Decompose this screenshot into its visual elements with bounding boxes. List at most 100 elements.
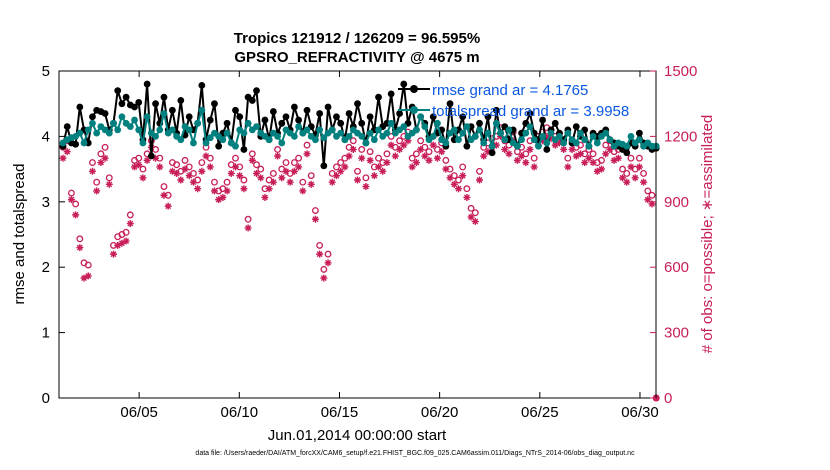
obs-assimilated-point bbox=[463, 193, 471, 201]
rmse-point bbox=[118, 100, 126, 108]
rmse-point bbox=[248, 97, 256, 104]
rmse-point bbox=[236, 113, 244, 121]
obs-possible-point bbox=[337, 159, 345, 167]
obs-assimilated-point bbox=[425, 156, 433, 164]
rmse-point bbox=[539, 116, 547, 124]
totalspread-point bbox=[417, 113, 425, 121]
obs-assimilated-point bbox=[173, 169, 181, 177]
rmse-point bbox=[337, 119, 345, 127]
rmse-point bbox=[316, 110, 324, 117]
obs-possible-point bbox=[354, 167, 361, 175]
obs-assimilated-point bbox=[555, 139, 563, 147]
obs-possible-point bbox=[89, 159, 96, 167]
rmse-point bbox=[76, 103, 84, 111]
obs-assimilated-point bbox=[59, 154, 67, 162]
totalspread-point bbox=[198, 106, 206, 114]
obs-possible-point bbox=[173, 161, 181, 169]
rmse-point bbox=[572, 123, 580, 130]
obs-possible-point bbox=[387, 132, 395, 140]
obs-possible-point bbox=[644, 187, 652, 195]
rmse-point bbox=[459, 113, 467, 121]
obs-assimilated-point bbox=[122, 237, 130, 245]
obs-assimilated-point bbox=[231, 163, 239, 171]
obs-possible-point bbox=[269, 170, 277, 177]
totalspread-point bbox=[290, 133, 298, 140]
totalspread-point bbox=[126, 123, 134, 130]
legend: rmse grand ar = 4.1765 totalspread grand… bbox=[398, 82, 629, 120]
rmse-point bbox=[366, 113, 374, 121]
obs-possible-point bbox=[333, 163, 340, 171]
totalspread-point bbox=[274, 133, 281, 140]
obs-possible-point bbox=[290, 159, 298, 167]
obs-assimilated-point bbox=[261, 193, 269, 201]
totalspread-point bbox=[160, 110, 168, 117]
obs-assimilated-point bbox=[375, 163, 383, 171]
obs-possible-point bbox=[349, 137, 357, 145]
totalspread-point bbox=[484, 129, 492, 137]
obs-assimilated-point bbox=[244, 224, 252, 232]
obs-possible-point bbox=[240, 176, 248, 184]
totalspread-point bbox=[589, 133, 597, 140]
y-axis-right-label: # of obs: o=possible; ∗=assimilated bbox=[699, 115, 716, 354]
obs-assimilated-point bbox=[471, 217, 479, 225]
totalspread-point bbox=[455, 136, 462, 144]
obs-possible-point bbox=[232, 154, 239, 162]
obs-possible-point bbox=[126, 211, 134, 219]
rmse-point bbox=[89, 113, 96, 121]
totalspread-point bbox=[232, 142, 239, 150]
obs-assimilated-point bbox=[635, 163, 643, 171]
chart-title: Tropics 121912 / 126209 = 96.595% bbox=[234, 30, 480, 47]
rmse-point bbox=[253, 87, 260, 95]
obs-assimilated-point bbox=[400, 141, 408, 149]
obs-possible-point bbox=[602, 141, 610, 149]
totalspread-point bbox=[93, 129, 101, 137]
rmse-point bbox=[114, 87, 122, 95]
obs-possible-point bbox=[366, 148, 374, 156]
totalspread-point bbox=[593, 139, 601, 147]
y-right-tick-label: 1200 bbox=[664, 128, 697, 145]
totalspread-point bbox=[412, 126, 420, 134]
obs-possible-point bbox=[122, 228, 130, 236]
rmse-point bbox=[143, 80, 151, 88]
obs-assimilated-point bbox=[433, 154, 441, 162]
x-tick-label: 06/15 bbox=[321, 404, 359, 421]
obs-assimilated-point bbox=[572, 152, 580, 160]
obs-possible-point bbox=[417, 137, 425, 145]
obs-possible-point bbox=[274, 146, 282, 153]
obs-assimilated-point bbox=[370, 172, 378, 180]
rmse-point bbox=[269, 108, 277, 115]
totalspread-point bbox=[253, 123, 260, 130]
totalspread-point bbox=[539, 133, 547, 140]
obs-assimilated-point bbox=[438, 148, 446, 156]
obs-assimilated-point bbox=[391, 152, 399, 160]
totalspread-point bbox=[560, 139, 568, 147]
obs-assimilated-point bbox=[505, 150, 513, 158]
totalspread-point bbox=[312, 136, 319, 144]
obs-assimilated-point bbox=[265, 185, 273, 193]
rmse-point bbox=[429, 113, 437, 121]
totalspread-point bbox=[139, 139, 147, 147]
totalspread-point bbox=[480, 139, 488, 147]
obs-assimilated-point bbox=[97, 159, 105, 167]
totalspread-point bbox=[635, 136, 643, 144]
rmse-point bbox=[488, 149, 496, 157]
obs-possible-point bbox=[303, 141, 311, 149]
obs-assimilated-point bbox=[417, 145, 425, 153]
obs-possible-point bbox=[623, 170, 631, 177]
obs-assimilated-point bbox=[72, 211, 80, 219]
totalspread-point bbox=[488, 142, 496, 150]
y-left-tick-label: 4 bbox=[42, 128, 50, 145]
obs-assimilated-point bbox=[227, 169, 235, 177]
obs-assimilated-point bbox=[290, 167, 298, 175]
obs-assimilated-point bbox=[278, 174, 286, 182]
obs-possible-point bbox=[257, 165, 265, 173]
obs-assimilated-point bbox=[76, 244, 84, 252]
rmse-point bbox=[282, 113, 290, 121]
obs-assimilated-point bbox=[404, 137, 412, 145]
rmse-point bbox=[526, 110, 534, 117]
totalspread-point bbox=[84, 126, 92, 134]
obs-assimilated-point bbox=[126, 220, 134, 228]
y-right-tick-label: 1500 bbox=[664, 63, 697, 80]
totalspread-point bbox=[328, 126, 336, 134]
